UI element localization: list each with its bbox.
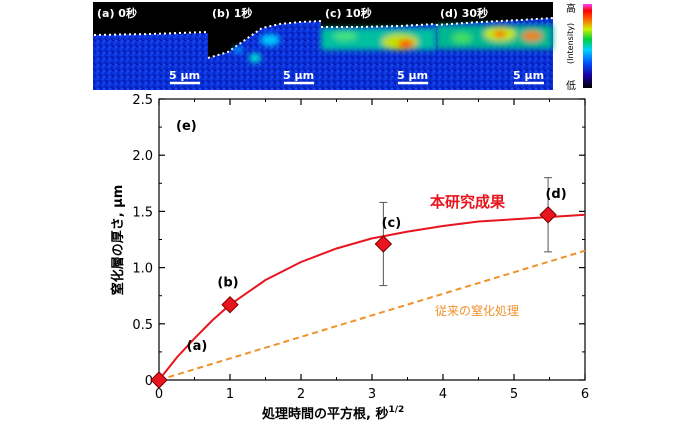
panel-d-scale: 5 µm <box>513 69 544 82</box>
x-tick-label: 1 <box>226 387 234 402</box>
x-axis: 0 1 2 3 4 5 6 <box>155 99 589 402</box>
panel-d: (d) 30秒 5 µm <box>435 2 554 90</box>
y-tick-label: 0 <box>145 374 153 389</box>
panel-b-scale: 5 µm <box>283 69 314 82</box>
panel-b: (b) 1秒 5 µm <box>207 2 322 90</box>
colorbar-low: 低 <box>566 79 576 92</box>
legend-research: 本研究成果 <box>430 193 506 211</box>
colorbar-gradient <box>583 4 592 88</box>
colorbar-high: 高 <box>566 2 576 15</box>
data-point-label: (a) <box>187 339 208 354</box>
data-point-label: (c) <box>382 216 402 231</box>
y-tick-label: 2.5 <box>132 93 153 108</box>
x-axis-title: 処理時間の平方根, 秒1/2 <box>261 405 404 422</box>
panel-d-label: (d) 30秒 <box>440 6 488 20</box>
y-tick-label: 1.5 <box>132 205 153 220</box>
x-tick-label: 6 <box>581 387 589 402</box>
legend-conventional: 従来の窒化処理 <box>435 303 519 318</box>
micrograph-panels: (a) 0秒 5 µm (b) 1秒 5 µm <box>93 2 592 92</box>
x-tick-label: 4 <box>439 387 447 402</box>
panel-b-label: (b) 1秒 <box>212 6 252 20</box>
data-point-marker <box>150 371 168 389</box>
plot-frame <box>158 98 586 381</box>
colorbar: 高 低 (Intensity) <box>566 2 592 92</box>
data-point-label: (d) <box>545 187 566 202</box>
panel-a-scale: 5 µm <box>169 69 200 82</box>
x-axis-title-main: 処理時間の平方根, 秒 <box>261 406 388 422</box>
series-layer <box>158 213 586 381</box>
panel-a: (a) 0秒 5 µm <box>93 2 209 90</box>
y-axis-title: 窒化層の厚さ, µm <box>110 185 126 296</box>
data-point-marker <box>374 235 393 253</box>
colorbar-label: (Intensity) <box>566 23 575 64</box>
data-point-marker <box>221 295 239 314</box>
points-layer: (a) (b) (c) (d) <box>150 177 567 389</box>
thickness-chart: 0 0.5 1.0 1.5 2.0 2.5 0 1 2 3 4 5 6 (a) (b) (c) (d) (e… <box>110 93 589 422</box>
chart-panel-label: (e) <box>176 119 197 134</box>
y-tick-label: 2.0 <box>132 149 153 164</box>
panel-c-scale: 5 µm <box>397 69 428 82</box>
x-axis-title-sup: 1/2 <box>388 405 404 415</box>
y-tick-label: 1.0 <box>132 262 153 277</box>
y-axis: 0 0.5 1.0 1.5 2.0 2.5 <box>132 93 585 389</box>
conventional-line <box>158 249 586 381</box>
panel-c: (c) 10秒 5 µm <box>321 2 437 90</box>
panel-c-label: (c) 10秒 <box>325 6 372 20</box>
data-point-label: (b) <box>217 276 238 291</box>
research-curve <box>158 213 586 381</box>
panel-a-label: (a) 0秒 <box>97 6 137 20</box>
y-tick-label: 0.5 <box>132 318 153 333</box>
x-tick-label: 3 <box>368 387 376 402</box>
x-tick-label: 2 <box>297 387 305 402</box>
x-tick-label: 5 <box>510 387 518 402</box>
x-tick-label: 0 <box>155 387 163 402</box>
data-point-marker <box>539 206 557 224</box>
